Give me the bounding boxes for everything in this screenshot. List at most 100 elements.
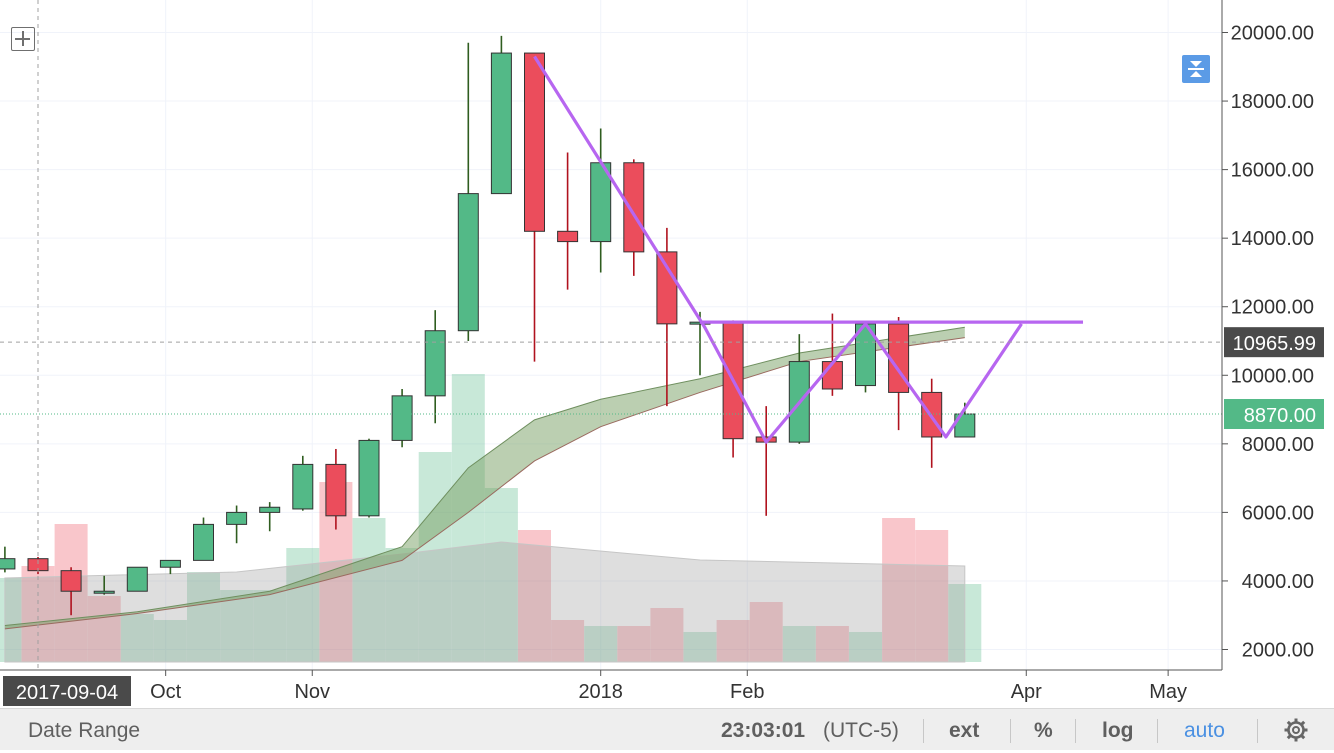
cloud-lower-line — [4, 337, 965, 630]
candle — [226, 505, 248, 544]
crosshair-icon[interactable] — [11, 27, 35, 51]
separator — [1010, 719, 1011, 743]
candle-body — [358, 439, 380, 517]
candle-body — [226, 511, 248, 525]
volume-bar — [716, 620, 750, 662]
separator — [923, 719, 924, 743]
timezone-label[interactable]: (UTC-5) — [823, 719, 899, 742]
candle-body — [60, 570, 82, 592]
candle-body — [656, 251, 678, 325]
volume-bar — [650, 608, 684, 662]
volume-bar — [782, 626, 816, 662]
auto-toggle[interactable]: auto — [1184, 719, 1225, 742]
candle-body — [159, 559, 181, 568]
cursor-price-badge — [1224, 327, 1324, 358]
volume-bar — [253, 590, 287, 662]
cursor-date-badge — [3, 676, 131, 706]
bottom-toolbar: Date Range 23:03:01 (UTC-5) ext % log au… — [0, 708, 1334, 750]
volume-bar — [352, 518, 386, 662]
candle-body — [0, 558, 16, 570]
cloud-area — [4, 327, 965, 629]
time-tick-label: Oct — [150, 681, 182, 703]
volume-bar — [551, 620, 585, 662]
time-axis: Oct Nov 2018 Feb Apr May 2017-09-04 — [0, 669, 1222, 706]
pattern-drawing — [533, 55, 1084, 444]
moving-average-cloud — [4, 326, 965, 630]
volume-bar — [584, 626, 618, 662]
last-price-badge — [1224, 399, 1324, 430]
volume-bar — [915, 530, 949, 662]
volume-bar — [683, 632, 717, 662]
cursor-price-label: 10965.99 — [1233, 333, 1316, 355]
candle — [888, 317, 910, 431]
volume-bar — [385, 548, 419, 662]
price-tick-label: 16000.00 — [1231, 160, 1314, 182]
volume-bar — [518, 530, 551, 662]
price-tick-label: 4000.00 — [1242, 571, 1314, 593]
volume-bar — [882, 518, 916, 662]
volume-bar — [484, 488, 518, 662]
price-tick-label: 18000.00 — [1231, 91, 1314, 113]
candle — [623, 159, 645, 276]
candle — [259, 502, 281, 532]
candle-body — [623, 162, 645, 253]
candle — [921, 378, 943, 468]
candle — [490, 35, 512, 195]
price-tick-label: 6000.00 — [1242, 502, 1314, 524]
candle — [391, 388, 413, 448]
volume-bar — [749, 602, 783, 662]
chart-canvas[interactable]: 2000.00 4000.00 6000.00 8000.00 10000.00 1200… — [0, 0, 1334, 708]
separator — [1075, 719, 1076, 743]
candle — [193, 517, 214, 561]
last-price-label: 8870.00 — [1244, 405, 1316, 427]
candle-body — [126, 566, 148, 592]
time-tick-label: Nov — [294, 681, 330, 703]
date-range-button[interactable]: Date Range — [28, 719, 141, 742]
candle — [656, 227, 678, 407]
separator — [1157, 719, 1158, 743]
pattern-line — [533, 55, 1023, 444]
clock-time: 23:03:01 — [721, 719, 806, 742]
volume-bar — [286, 548, 320, 662]
candle — [855, 323, 876, 393]
compress-icon[interactable] — [1182, 55, 1210, 83]
percent-toggle[interactable]: % — [1034, 719, 1053, 742]
volume-bars — [0, 374, 982, 663]
gear-icon[interactable] — [1283, 717, 1309, 743]
candle — [292, 455, 314, 511]
time-tick-label: Feb — [730, 681, 764, 703]
candle — [457, 42, 479, 341]
time-tick-label: Apr — [1011, 681, 1042, 703]
cursor-date-label: 2017-09-04 — [16, 682, 118, 704]
price-tick-label: 14000.00 — [1231, 228, 1314, 250]
price-tick-label: 12000.00 — [1231, 297, 1314, 319]
ext-toggle[interactable]: ext — [949, 719, 980, 742]
candle — [126, 566, 148, 592]
candle — [358, 438, 380, 518]
volume-bar — [120, 614, 154, 662]
volume-bar — [187, 572, 220, 662]
candle-body — [292, 463, 314, 510]
volume-bar — [418, 452, 452, 662]
volume-bar — [153, 620, 187, 662]
volume-bar — [220, 590, 254, 662]
time-tick-label: May — [1149, 681, 1187, 703]
candle-body — [557, 230, 579, 243]
candle — [325, 448, 347, 530]
volume-bar — [21, 566, 55, 662]
candle-body — [391, 395, 413, 441]
price-tick-label: 20000.00 — [1231, 23, 1314, 45]
candle — [524, 52, 545, 362]
cursor-lines — [0, 0, 1222, 670]
candle — [755, 406, 777, 516]
price-tick-label: 10000.00 — [1231, 365, 1314, 387]
candle — [557, 152, 579, 290]
candle-body — [490, 52, 512, 195]
price-axis: 2000.00 4000.00 6000.00 8000.00 10000.00 1200… — [1221, 0, 1324, 670]
candle-body — [93, 590, 115, 594]
candle — [93, 575, 115, 595]
candle-body — [193, 523, 214, 561]
volume-bar — [815, 626, 849, 662]
candle — [0, 546, 16, 573]
log-toggle[interactable]: log — [1102, 719, 1134, 742]
